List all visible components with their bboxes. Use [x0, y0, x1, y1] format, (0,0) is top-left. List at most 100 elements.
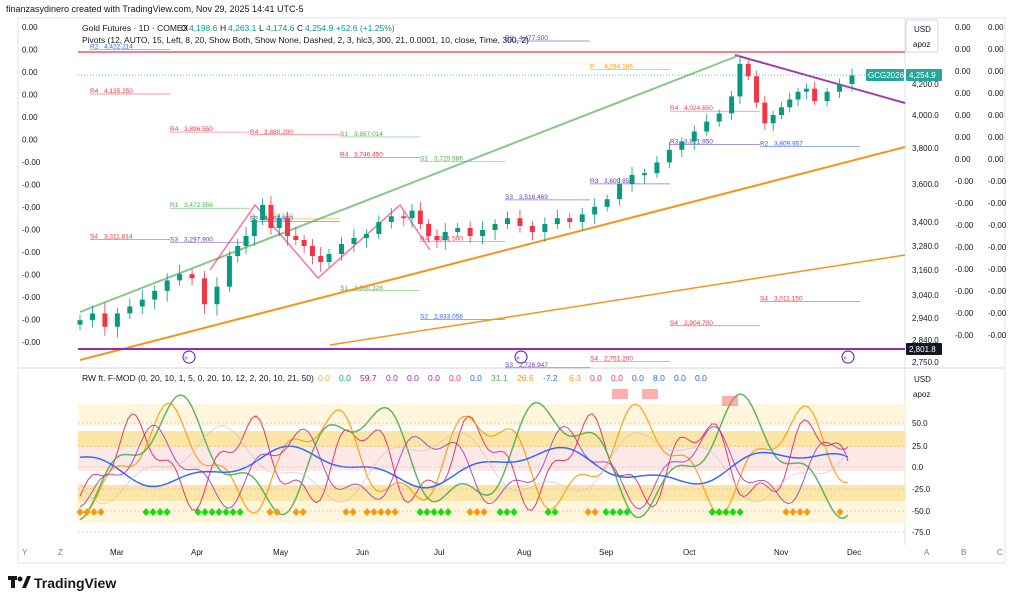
osc-diamond-marker	[510, 508, 518, 516]
ohlc-l-label: L	[259, 23, 264, 33]
pivot-label: S2	[420, 314, 428, 321]
last-price-box	[906, 69, 942, 81]
pivots-line[interactable]: Pivots (12, AUTO, 15, Left, 8, 20, Show …	[82, 35, 529, 45]
price-tick: 3,400.0	[912, 218, 939, 227]
replay-icon-2[interactable]	[514, 350, 528, 364]
candle-body	[849, 75, 855, 84]
right-zero-label-outer: 0.00	[988, 67, 1004, 76]
bottom-letter-z[interactable]: Z	[58, 548, 63, 557]
candle-body	[604, 199, 610, 207]
osc-diamond-marker	[496, 508, 504, 516]
right-zero-label-outer: -0.00	[988, 243, 1007, 252]
right-zero-label-outer: -0.00	[988, 265, 1007, 274]
osc-diamond-marker	[796, 508, 804, 516]
candle-body	[542, 224, 548, 232]
zigzag-pattern	[209, 203, 431, 280]
osc-diamond-marker	[149, 508, 157, 516]
ohlc-h: 4,263.1	[228, 23, 257, 33]
left-zero-label: -0.00	[22, 271, 41, 280]
pivot-value: 3,600.850	[604, 178, 633, 185]
trendline-channel-top	[79, 54, 741, 313]
left-zero-label: -0.00	[22, 226, 41, 235]
ohlc-l: 4,174.6	[266, 23, 295, 33]
symbol-line[interactable]: Gold Futures · 1D · COMEX	[82, 23, 189, 33]
candle-body	[226, 256, 232, 287]
price-tick: 3,800.0	[912, 144, 939, 153]
pivot-value: 3,746.450	[354, 152, 383, 159]
chart-frame	[17, 17, 1006, 564]
right-zero-label: 0.00	[955, 89, 971, 98]
pivot-label: R3	[670, 138, 679, 145]
osc-diamond-marker	[609, 508, 617, 516]
candle-body	[243, 236, 249, 246]
osc-value: 8.0	[653, 373, 665, 383]
osc-value: 0.0	[449, 373, 461, 383]
osc-diamond-marker	[236, 508, 244, 516]
time-axis[interactable]: Mar Apr May Jun Jul Aug Sep Oct Nov Dec	[110, 548, 861, 557]
osc-value: 0.0	[339, 373, 351, 383]
osc-line	[79, 424, 849, 510]
replay-icons[interactable]: » » »	[182, 350, 855, 364]
candle-body	[301, 240, 307, 246]
osc-tick: -75.0	[912, 528, 931, 537]
pivot-value: 3,867.014	[354, 131, 383, 138]
osc-diamond-marker	[142, 508, 150, 516]
pivot-value: 3,011.150	[774, 296, 803, 303]
candle-body	[803, 88, 809, 92]
osc-diamond-marker	[466, 508, 474, 516]
candle-body	[837, 84, 843, 92]
osc-diamond-marker	[416, 508, 424, 516]
osc-diamond-marker	[473, 508, 481, 516]
right-zero-label-outer: 0.00	[988, 111, 1004, 120]
osc-diamond-marker	[551, 508, 559, 516]
bottom-letter-c[interactable]: C	[997, 548, 1003, 557]
candle-body	[177, 274, 183, 281]
osc-diamond-marker	[215, 508, 223, 516]
replay-icon-3[interactable]	[841, 350, 855, 364]
candle-body	[778, 107, 784, 115]
osc-diamond-marker	[391, 508, 399, 516]
osc-value: 0.0	[632, 373, 644, 383]
price-tick: 3,600.0	[912, 180, 939, 189]
time-label: Aug	[517, 548, 531, 557]
osc-line	[79, 402, 849, 516]
oscillator-lines	[79, 393, 849, 521]
osc-diamond-marker	[377, 508, 385, 516]
osc-diamond-marker	[836, 508, 844, 516]
candle-body	[89, 313, 95, 321]
ohlc-change: +52.6 (+1.25%)	[336, 23, 395, 33]
bottom-letter-y[interactable]: Y	[22, 548, 28, 557]
pivot-label: R4	[90, 88, 99, 95]
price-tick: 3,280.0	[912, 242, 939, 251]
osc-highlight-marker	[612, 389, 628, 399]
right-zero-label-outer: 0.00	[988, 45, 1004, 54]
osc-diamond-marker	[584, 508, 592, 516]
pivot-value: 2,904.700	[684, 320, 713, 327]
pivot-label: R2	[760, 140, 769, 147]
osc-values: 0.0 0.0 59.7 0.0 0.0 0.0 0.0 0.0 31.1 26.6 -7.2 6.3…	[318, 373, 707, 383]
candle-body	[434, 236, 440, 240]
candle-body	[401, 216, 407, 219]
candle-body	[388, 216, 394, 222]
pivot-value: 3,297.900	[184, 236, 213, 243]
logo-dot	[17, 576, 23, 582]
bottom-letter-a[interactable]: A	[924, 548, 930, 557]
ohlc-h-label: H	[220, 23, 226, 33]
candle-body	[164, 280, 170, 291]
bottom-letter-b[interactable]: B	[961, 548, 966, 557]
oscillator-pane: RW ft. F-MOD (0, 20, 10, 1, 5, 0, 20, 10…	[76, 373, 931, 537]
left-zero-label: -0.00	[22, 338, 41, 347]
replay-icon-1[interactable]	[182, 350, 196, 364]
osc-title[interactable]: RW ft. F-MOD (0, 20, 10, 1, 5, 0, 20, 10…	[82, 373, 314, 383]
osc-diamond-marker	[708, 508, 716, 516]
osc-value: 26.6	[517, 373, 534, 383]
candle-body	[260, 204, 266, 221]
replay-glyph-1: »	[184, 355, 188, 362]
osc-diamond-marker	[789, 508, 797, 516]
osc-value: 6.3	[569, 373, 581, 383]
osc-diamond-marker	[602, 508, 610, 516]
right-zero-label: -0.00	[955, 331, 974, 340]
osc-diamond-marker	[503, 508, 511, 516]
currency-box[interactable]	[905, 19, 939, 53]
oscillator-markers	[76, 389, 844, 516]
